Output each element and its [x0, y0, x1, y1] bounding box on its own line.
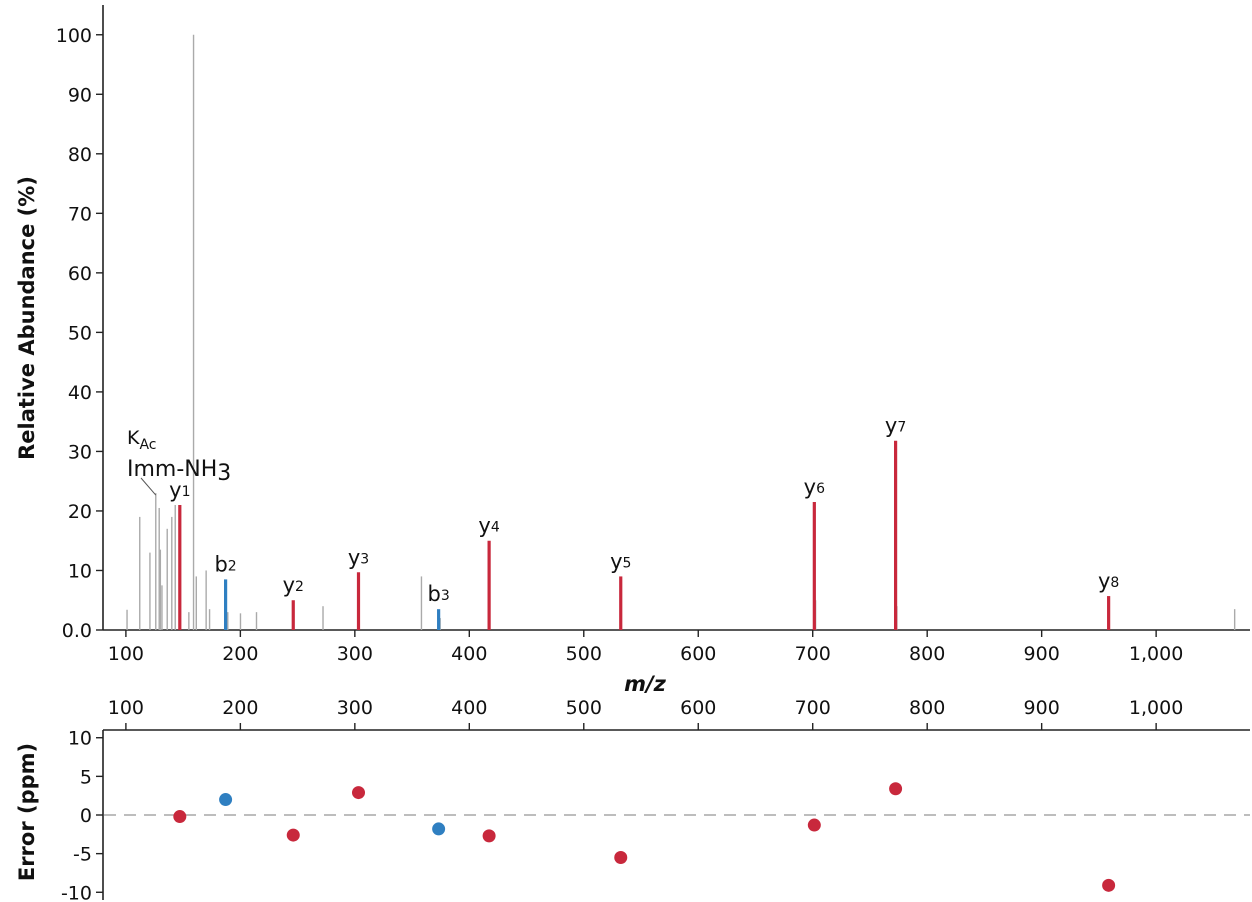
- y-error-point: [351, 786, 365, 800]
- error-y-tick-label: -5: [73, 844, 92, 866]
- y-ion-label: y7: [885, 414, 906, 438]
- spectrum-y-axis-title: Relative Abundance (%): [15, 176, 39, 460]
- spectrum-y-tick-label: 40: [68, 382, 92, 404]
- spectrum-y-tick-label: 30: [68, 441, 92, 463]
- y-error-point: [614, 851, 628, 864]
- spectrum-x-axis-title: m/z: [624, 672, 667, 696]
- spectrum-x-tick-label: 700: [795, 643, 831, 665]
- spectrum-x-tick-label: 600: [680, 643, 716, 665]
- spectrum-y-tick-label: 80: [68, 144, 92, 166]
- error-x-tick-label: 100: [108, 697, 144, 719]
- error-x-tick-label: 1,000: [1129, 697, 1183, 719]
- spectrum-y-tick-label: 20: [68, 501, 92, 523]
- error-y-tick-label: 0: [80, 805, 92, 827]
- y-error-point: [807, 818, 821, 832]
- spectrum-y-tick-label: 60: [68, 263, 92, 285]
- spectrum-y-ticks: 0.0 10 20 30 40 50 60 70 80 90 100: [56, 25, 103, 642]
- spectrum-x-tick-label: 500: [566, 643, 602, 665]
- error-x-tick-label: 400: [451, 697, 487, 719]
- y-ion-label: y6: [804, 475, 825, 499]
- spectrum-assigned-peaks: [178, 440, 1111, 630]
- y-ion-label: y8: [1098, 569, 1119, 593]
- error-x-tick-label: 700: [795, 697, 831, 719]
- error-y-tick-label: 10: [68, 728, 92, 750]
- error-x-tick-label: 600: [680, 697, 716, 719]
- error-x-tick-label: 900: [1024, 697, 1060, 719]
- y-error-point: [173, 810, 187, 824]
- y-error-point: [1102, 878, 1116, 892]
- spectrum-x-tick-label: 900: [1024, 643, 1060, 665]
- error-y-tick-label: 5: [80, 766, 92, 788]
- y-ion-label: y2: [283, 573, 304, 597]
- kac-label-line2: Imm-NH3: [127, 457, 231, 486]
- y-error-point: [286, 828, 300, 842]
- b-error-point: [219, 793, 233, 807]
- spectrum-x-tick-label: 800: [909, 643, 945, 665]
- y-ion-label: y1: [169, 478, 190, 502]
- error-x-tick-label: 500: [566, 697, 602, 719]
- error-points: [173, 782, 1116, 892]
- spectrum-y-tick-label: 10: [68, 560, 92, 582]
- error-x-tick-label: 300: [337, 697, 373, 719]
- error-panel: 100 200 300 400 500 600 700 800 900 1,000 10 5 0 -5 -…: [15, 697, 1250, 902]
- spectrum-unassigned-peaks: [126, 34, 1236, 630]
- spectrum-y-tick-label: 90: [68, 84, 92, 106]
- spectrum-panel: 0.0 10 20 30 40 50 60 70 80 90 100 100 200 300 400 500…: [15, 5, 1250, 696]
- spectrum-y-tick-label: 50: [68, 322, 92, 344]
- y-error-point: [889, 782, 903, 796]
- error-y-axis-title: Error (ppm): [15, 743, 39, 881]
- error-x-tick-label: 800: [909, 697, 945, 719]
- spectrum-x-tick-label: 1,000: [1129, 643, 1183, 665]
- error-x-ticks: 100 200 300 400 500 600 700 800 900 1,000: [108, 697, 1183, 730]
- spectrum-y-tick-label: 0.0: [62, 620, 92, 642]
- spectrum-x-tick-label: 200: [222, 643, 258, 665]
- y-error-point: [482, 829, 496, 843]
- b-ion-label: b3: [427, 582, 449, 606]
- spectrum-y-tick-label: 100: [56, 25, 92, 47]
- spectrum-x-tick-label: 300: [337, 643, 373, 665]
- error-x-tick-label: 200: [222, 697, 258, 719]
- spectrum-x-tick-label: 400: [451, 643, 487, 665]
- spectrum-x-ticks: 100 200 300 400 500 600 700 800 900 1,000: [108, 630, 1183, 665]
- kac-label-line1: KAc: [127, 427, 157, 453]
- error-y-tick-label: -10: [61, 882, 92, 902]
- y-ion-label: y4: [478, 514, 499, 538]
- y-ion-label: y5: [610, 549, 631, 573]
- b-error-point: [432, 822, 446, 836]
- b-ion-label: b2: [214, 552, 236, 576]
- error-y-ticks: 10 5 0 -5 -10: [61, 728, 103, 902]
- spectrum-y-tick-label: 70: [68, 203, 92, 225]
- spectrum-x-tick-label: 100: [108, 643, 144, 665]
- kac-annotation: KAc Imm-NH3: [127, 427, 231, 496]
- kac-leader-line: [140, 477, 157, 496]
- spectrum-ion-labels: y1 y2 y3 y4 y5 y6 y7 y8 b2 b3: [169, 414, 1119, 606]
- y-ion-label: y3: [348, 545, 369, 569]
